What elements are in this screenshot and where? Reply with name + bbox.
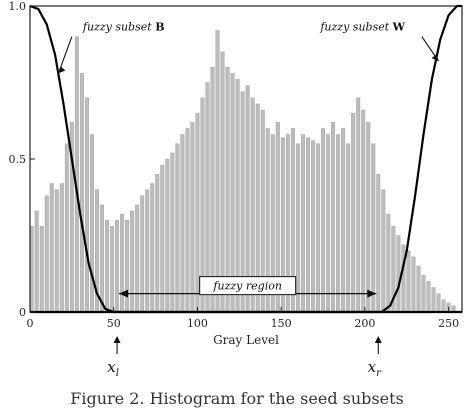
arrow-head-right — [367, 289, 377, 298]
x-tick-label: 200 — [354, 317, 375, 330]
histogram-bar — [416, 265, 421, 313]
histogram-bar — [130, 210, 135, 313]
histogram-bar — [300, 134, 305, 313]
histogram-bar — [336, 134, 341, 313]
histogram-bar — [331, 122, 336, 313]
histogram-bar — [175, 143, 180, 313]
histogram-bar — [170, 152, 175, 313]
histogram-bar — [195, 112, 200, 313]
histogram-bar — [220, 51, 225, 313]
arrow-head-left — [119, 289, 129, 298]
histogram-bar — [155, 174, 160, 313]
histogram-bar — [441, 299, 446, 313]
fuzzy-subset-w-label: fuzzy subset W — [319, 20, 405, 33]
histogram-bar — [346, 143, 351, 313]
histogram-bar — [386, 213, 391, 313]
threshold-markers: xl xr — [107, 336, 382, 379]
histogram-bar — [356, 97, 361, 313]
histogram-bar — [225, 66, 230, 313]
histogram-bar — [125, 219, 130, 313]
fuzzy-region-label: fuzzy region — [212, 280, 282, 293]
histogram-bar — [366, 122, 371, 313]
histogram-bar — [311, 140, 315, 313]
arrow-head — [431, 54, 439, 62]
histogram-bar — [436, 293, 441, 313]
histogram-bar — [361, 109, 366, 313]
histogram-bar — [371, 143, 376, 313]
membership-curves — [29, 4, 462, 314]
x-tick-label: 150 — [271, 317, 292, 330]
histogram-bar — [421, 275, 426, 313]
histogram-bar — [44, 195, 49, 313]
histogram-bar — [351, 112, 356, 313]
y-tick-label: 0 — [19, 306, 26, 319]
histogram-bar — [326, 134, 331, 313]
histogram-bar — [190, 122, 195, 313]
histogram-bar — [210, 66, 215, 313]
axis-ticks: 0 50 100 150 200 250 0 0.5 1.0 — [9, 0, 460, 330]
x-tick-label: 50 — [107, 317, 121, 330]
x-tick-label: 100 — [187, 317, 208, 330]
x-tick-label: 250 — [438, 317, 459, 330]
figure-caption: Figure 2. Histogram for the seed subsets — [70, 389, 403, 408]
fuzzy-subset-w-curve — [30, 4, 462, 314]
histogram-bar — [406, 250, 411, 313]
marker-label-xr: xr — [368, 358, 382, 379]
histogram-bar — [110, 226, 115, 313]
histogram-bar — [401, 244, 406, 313]
annotations: fuzzy subset B fuzzy subset W fuzzy region — [57, 20, 440, 298]
fuzzy-region-box — [199, 276, 297, 296]
histogram-bar — [316, 143, 320, 313]
histogram-bar — [396, 235, 401, 313]
histogram-bar — [115, 219, 120, 313]
histogram-bar — [64, 143, 69, 313]
x-axis-label: Gray Level — [213, 333, 279, 347]
histogram-bar — [59, 183, 64, 313]
histogram-bar — [185, 128, 190, 313]
histogram-bar — [140, 195, 145, 313]
histogram-bar — [381, 189, 386, 313]
histogram-bar — [431, 287, 436, 313]
histogram-bar — [295, 143, 300, 313]
marker-arrow-head — [113, 336, 121, 343]
histogram-bar — [89, 134, 94, 313]
histogram-bar — [84, 97, 89, 313]
histogram-bar — [150, 183, 155, 313]
histogram-bar — [160, 164, 165, 313]
histogram-bar — [165, 158, 170, 313]
marker-label-xl: xl — [107, 358, 119, 379]
fuzzy-subset-b-label: fuzzy subset B — [82, 20, 165, 33]
histogram-bar — [306, 137, 310, 313]
histogram-bar — [426, 281, 431, 313]
histogram-bar — [54, 189, 59, 313]
histogram-bar — [215, 30, 220, 313]
histogram-bar — [376, 174, 381, 313]
y-tick-label: 1.0 — [9, 0, 27, 13]
y-tick-label: 0.5 — [9, 153, 27, 166]
x-tick-label: 0 — [27, 317, 34, 330]
histogram-bar — [105, 219, 109, 313]
histogram-bar — [180, 134, 185, 313]
arrow-head — [58, 66, 66, 74]
histogram-bar — [120, 213, 125, 313]
histogram-bar — [39, 226, 44, 313]
histogram-bar — [100, 204, 104, 313]
histogram-bar — [341, 128, 346, 313]
histogram-bar — [49, 183, 54, 313]
histogram-bar — [79, 73, 84, 313]
marker-arrow-head — [374, 336, 382, 343]
histogram-bar — [321, 128, 325, 313]
histogram-bar — [74, 36, 79, 313]
histogram-bar — [34, 210, 39, 313]
histogram-bar — [135, 204, 140, 313]
histogram-bar — [411, 256, 416, 313]
